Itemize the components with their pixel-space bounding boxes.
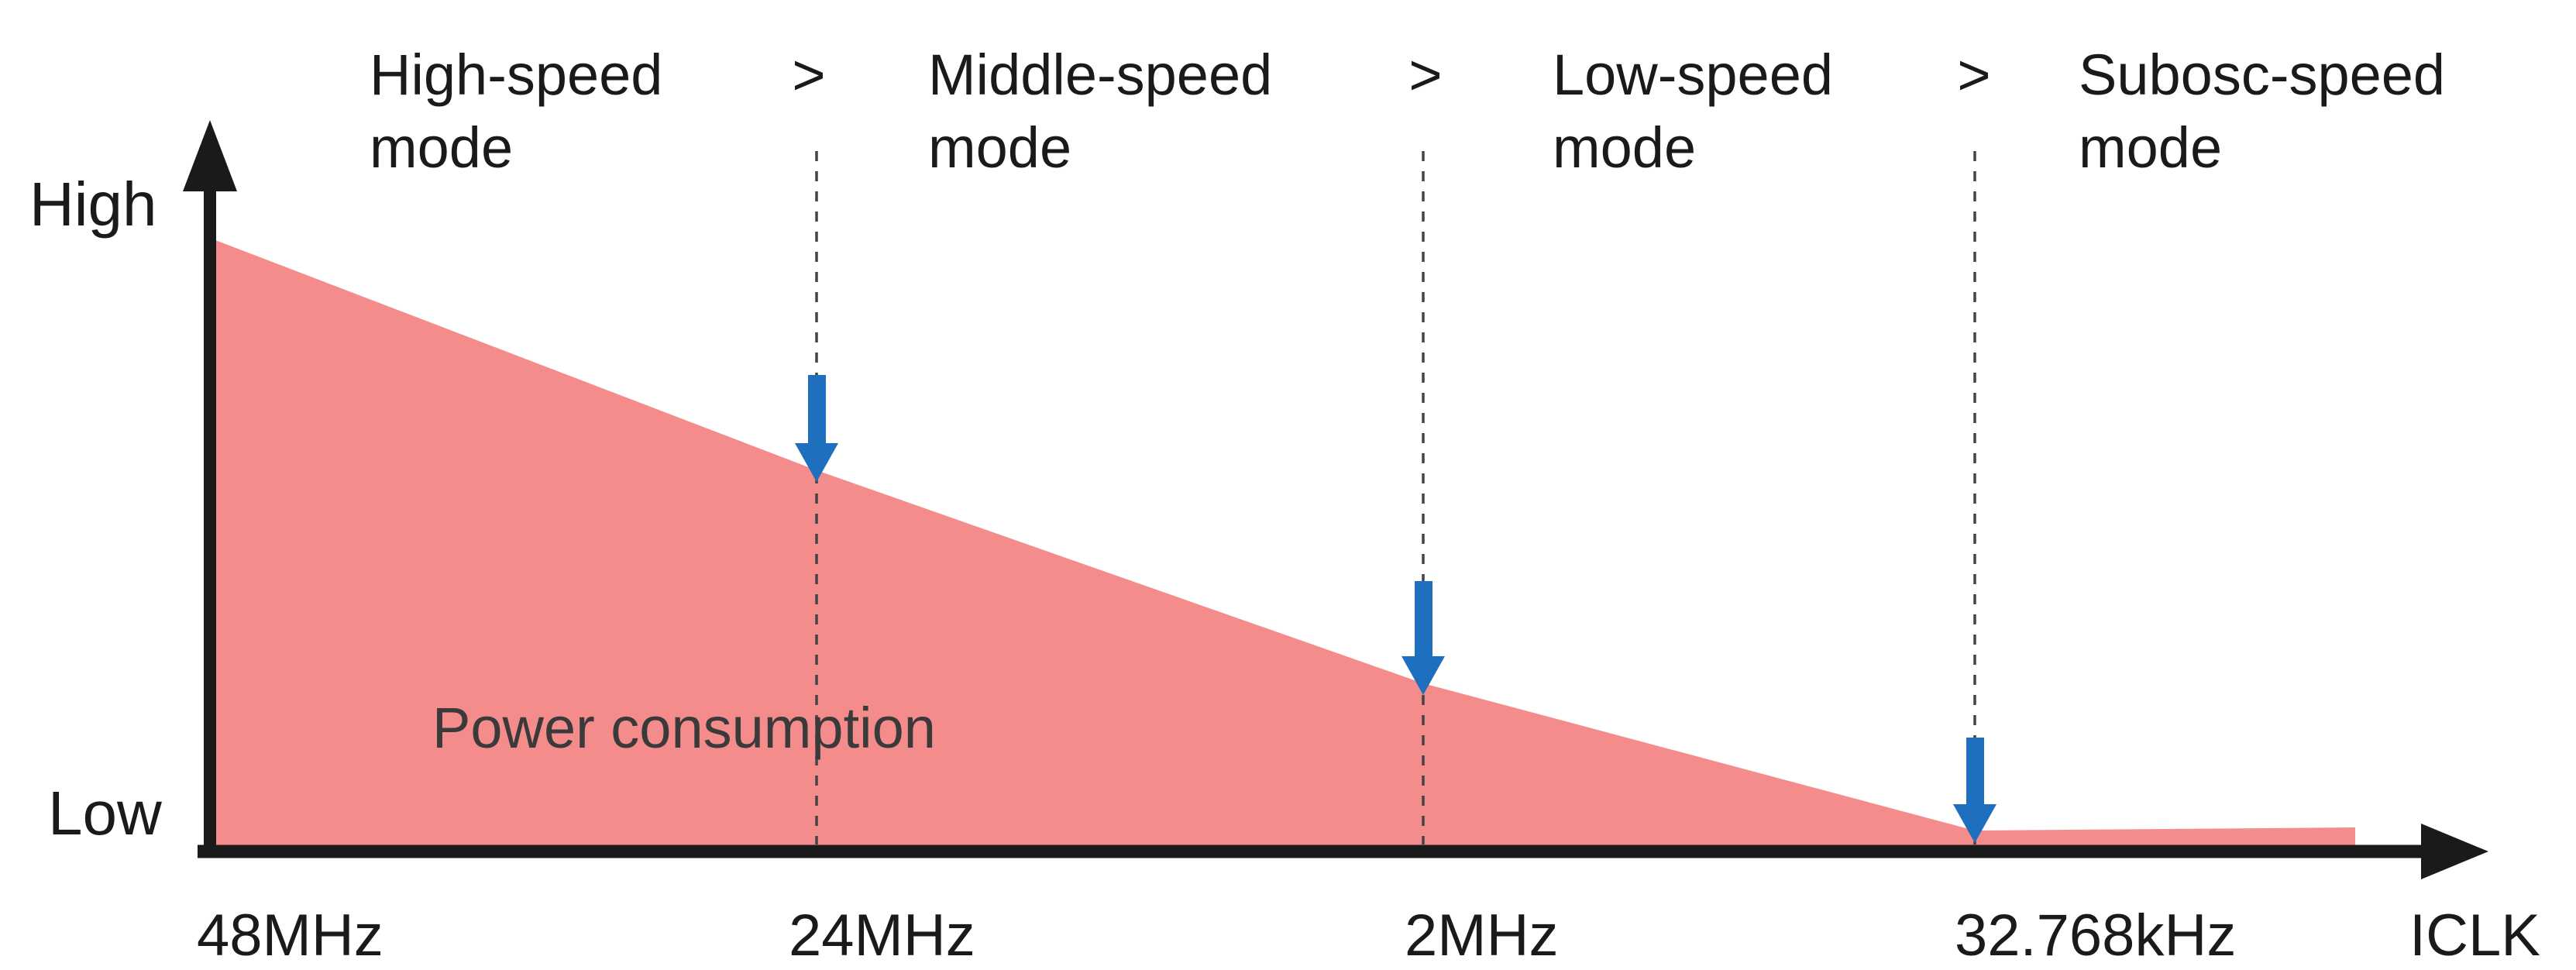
transition-down-arrow-icon — [795, 375, 838, 482]
x-axis-arrowhead — [2421, 824, 2488, 879]
power-consumption-area — [215, 240, 2355, 845]
x-axis-label-iclk: ICLK — [2409, 903, 2540, 968]
x-tick-24mhz: 24MHz — [789, 903, 975, 968]
mode-separator: > — [1957, 43, 1991, 107]
mode-label-high-speed: High-speed mode — [370, 43, 663, 180]
mode-label-low-speed: Low-speed mode — [1553, 43, 1834, 180]
mode-separator: > — [1408, 43, 1443, 107]
mode-label-middle-speed: Middle-speed mode — [928, 43, 1273, 180]
mode-label-subosc-speed: Subosc-speed mode — [2079, 43, 2446, 180]
y-axis-label-low: Low — [48, 779, 162, 848]
x-tick-48mhz: 48MHz — [197, 903, 383, 968]
y-axis-label-high: High — [29, 170, 157, 239]
y-axis-arrowhead — [183, 120, 237, 191]
x-tick-2mhz: 2MHz — [1405, 903, 1559, 968]
mode-separator: > — [792, 43, 826, 107]
area-label-power-consumption: Power consumption — [432, 696, 936, 760]
x-tick-32768khz: 32.768kHz — [1955, 903, 2237, 968]
transition-down-arrow-icon — [1953, 738, 1996, 843]
transition-down-arrow-icon — [1401, 581, 1445, 695]
